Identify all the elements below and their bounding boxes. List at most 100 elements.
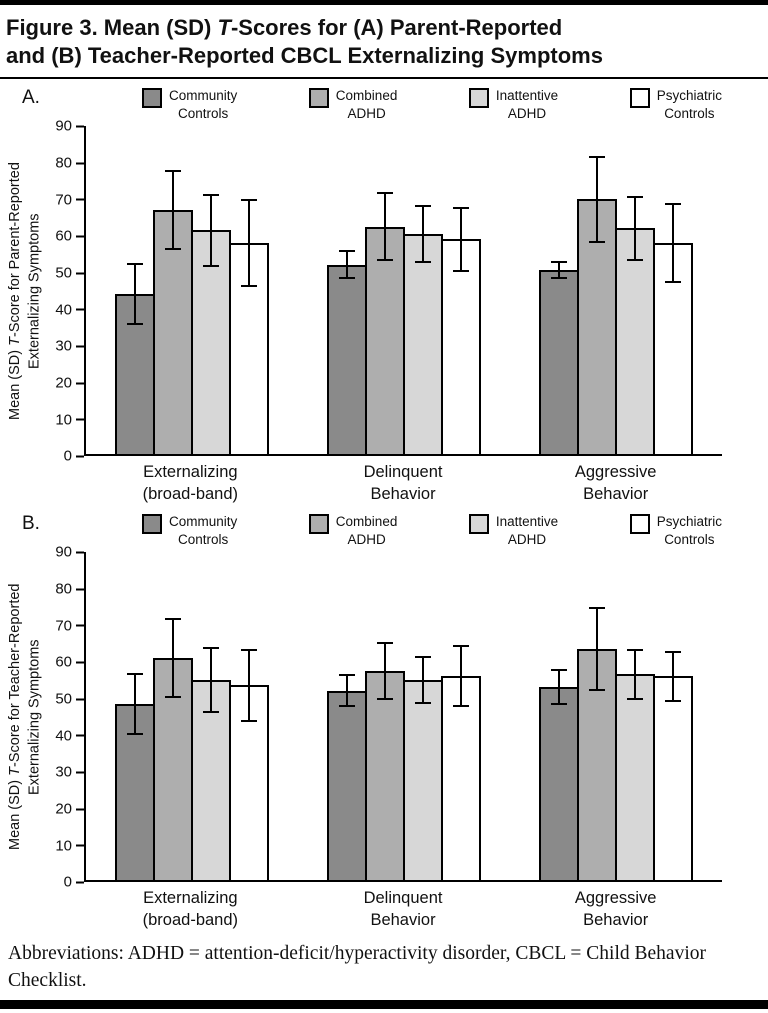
- y-tick-mark: [76, 698, 84, 701]
- y-tick: 80: [55, 155, 84, 172]
- panel-b-label: B.: [22, 513, 40, 535]
- x-category-label: Aggressive Behavior: [574, 463, 657, 503]
- y-tick-mark: [76, 235, 84, 238]
- y-tick: 60: [55, 654, 84, 671]
- panel-b-plot-area: [84, 552, 722, 883]
- y-tick: 50: [55, 691, 84, 708]
- y-tick-mark: [76, 624, 84, 627]
- title-line2: and (B) Teacher-Reported CBCL Externaliz…: [6, 43, 603, 69]
- error-bar: [377, 192, 393, 262]
- bar-wrap: [229, 552, 269, 881]
- error-bar: [339, 674, 355, 708]
- error-bar-line: [384, 194, 386, 260]
- bar-wrap: [441, 552, 481, 881]
- y-tick-label: 30: [55, 763, 72, 781]
- y-tick-label: 20: [55, 800, 72, 818]
- bar-wrap: [365, 552, 405, 881]
- y-tick-mark: [76, 588, 84, 591]
- bar-group: [298, 126, 510, 455]
- bar-wrap: [403, 552, 443, 881]
- panel-a-y-axis-ticks: 0 10 20 30 40 50 60 70 80 90: [48, 118, 84, 465]
- error-bar-line: [346, 676, 348, 706]
- bar-wrap: [365, 126, 405, 455]
- bar-wrap: [229, 126, 269, 455]
- title-divider-rule: [0, 77, 768, 80]
- bar-wrap: [441, 126, 481, 455]
- title-line1-rest: -Scores for (A) Parent-Reported: [230, 15, 563, 40]
- y-tick-mark: [76, 272, 84, 275]
- bar-group: [510, 126, 722, 455]
- y-tick: 60: [55, 228, 84, 245]
- error-bar: [551, 669, 567, 706]
- bar-wrap: [577, 126, 617, 455]
- x-category-label: Aggressive Behavior: [574, 889, 657, 929]
- abbreviations-note: Abbreviations: ADHD = attention-deficit/…: [8, 943, 706, 991]
- y-tick-label: 10: [55, 837, 72, 855]
- error-bar: [127, 672, 143, 735]
- error-bar-line: [422, 658, 424, 702]
- error-bar-line: [672, 204, 674, 282]
- legend-label: Community Controls: [169, 88, 238, 121]
- y-tick-label: 60: [55, 227, 72, 245]
- y-tick-label: 90: [55, 117, 72, 135]
- error-bar-line: [384, 643, 386, 698]
- legend-swatch: [468, 88, 489, 109]
- y-tick: 30: [55, 338, 84, 355]
- error-bar: [241, 648, 257, 722]
- legend-label: Psychiatric Controls: [656, 88, 722, 121]
- bar-wrap: [539, 552, 579, 881]
- legend-item: Community Controls: [142, 87, 237, 122]
- title-italic-t: T: [217, 15, 231, 40]
- error-bar: [127, 263, 143, 326]
- error-bar: [415, 204, 431, 264]
- legend-item: Psychiatric Controls: [629, 87, 722, 122]
- panel-b-header: B. Community Controls Combined ADHD Inatte…: [0, 513, 768, 548]
- bar: [615, 674, 655, 881]
- bar-wrap: [615, 126, 655, 455]
- bar: [653, 676, 693, 881]
- y-tick-label: 50: [55, 690, 72, 708]
- panel-a-header: A. Community Controls Combined ADHD Inatte…: [0, 87, 768, 122]
- error-bar-line: [672, 652, 674, 700]
- bar: [441, 239, 481, 455]
- y-tick-label: 0: [63, 447, 72, 465]
- legend-swatch: [142, 88, 162, 109]
- y-tick-label: 40: [55, 301, 72, 319]
- error-bar: [203, 647, 219, 713]
- legend-label: Psychiatric Controls: [656, 514, 722, 547]
- error-bar-line: [558, 263, 560, 278]
- y-tick-mark: [76, 198, 84, 201]
- x-category-label: Delinquent Behavior: [363, 889, 443, 929]
- title-pre: Figure 3. Mean (SD): [6, 15, 218, 40]
- bar-group: [86, 126, 298, 455]
- bar: [153, 210, 193, 455]
- error-bar-line: [634, 197, 636, 260]
- error-bar-line: [210, 195, 212, 265]
- error-bar: [589, 155, 605, 244]
- error-bar: [339, 250, 355, 280]
- y-tick-label: 70: [55, 191, 72, 209]
- error-bar: [165, 170, 181, 251]
- legend-swatch: [629, 514, 650, 535]
- error-bar: [241, 199, 257, 287]
- bar-wrap: [115, 126, 155, 455]
- panel-a-legend: Community Controls Combined ADHD Inattenti…: [142, 87, 722, 122]
- panel-a-plot-area: [84, 126, 722, 457]
- error-bar: [377, 641, 393, 700]
- error-bar-line: [596, 157, 598, 242]
- y-tick-mark: [76, 382, 84, 385]
- legend-item: Combined ADHD: [308, 87, 397, 122]
- legend-label: Inattentive ADHD: [495, 514, 559, 547]
- error-bar-line: [346, 252, 348, 278]
- y-tick: 90: [55, 118, 84, 135]
- y-tick-label: 50: [55, 264, 72, 282]
- error-bar: [627, 648, 643, 700]
- y-tick: 0: [64, 448, 84, 465]
- y-tick: 90: [55, 544, 84, 561]
- bar: [615, 228, 655, 455]
- y-tick-label: 30: [55, 337, 72, 355]
- y-tick-mark: [76, 734, 84, 737]
- y-tick-label: 10: [55, 411, 72, 429]
- legend-swatch: [308, 88, 329, 109]
- y-tick: 80: [55, 581, 84, 598]
